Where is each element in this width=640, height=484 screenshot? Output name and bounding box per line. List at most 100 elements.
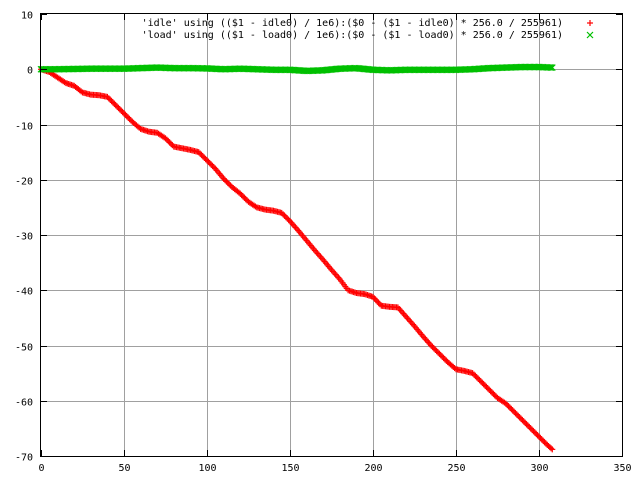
data-point (487, 388, 494, 395)
data-point (239, 193, 246, 200)
axis-ticks (41, 14, 623, 457)
data-point (109, 99, 116, 106)
data-point (476, 377, 483, 384)
data-point (226, 181, 233, 188)
data-point (116, 106, 123, 113)
data-point (509, 407, 516, 414)
x-tick-label: 300 (530, 463, 548, 474)
data-point (241, 194, 248, 201)
data-point (515, 412, 522, 419)
y-tick-label: -50 (15, 343, 33, 354)
data-point (502, 400, 509, 407)
x-tick-label: 150 (281, 463, 299, 474)
data-point (436, 350, 443, 357)
data-point (280, 211, 287, 218)
data-point (223, 178, 230, 185)
data-point (491, 392, 498, 399)
data-point (104, 93, 111, 100)
data-point (224, 179, 231, 186)
data-point (537, 435, 544, 442)
x-tick-label: 50 (118, 463, 130, 474)
data-point (520, 418, 527, 425)
y-tick-label: -40 (15, 287, 33, 298)
data-point (482, 382, 489, 389)
data-point (534, 432, 541, 439)
data-point (237, 190, 244, 197)
data-point (285, 216, 292, 223)
tick-labels: 0 50 100 150 200 250 300 350100-10-20-30-40-50-… (15, 11, 632, 475)
data-point (122, 111, 129, 118)
data-series (37, 63, 556, 453)
data-point (125, 114, 132, 121)
data-point (483, 383, 490, 390)
data-point (512, 410, 519, 417)
data-point (475, 375, 482, 382)
data-point (508, 406, 515, 413)
data-point (202, 156, 209, 163)
data-point (506, 404, 513, 411)
data-point (281, 212, 288, 219)
data-point (430, 345, 437, 352)
y-tick-label: -70 (15, 453, 33, 464)
data-point (441, 356, 448, 363)
data-point (523, 421, 530, 428)
data-point (490, 390, 497, 397)
data-point (61, 79, 68, 86)
x-tick-label: 100 (198, 463, 216, 474)
marker-stroke (548, 64, 556, 72)
data-point (549, 446, 556, 453)
data-point (199, 153, 206, 160)
data-point (541, 439, 548, 446)
data-point (530, 428, 537, 435)
data-point (477, 378, 484, 385)
data-point (470, 371, 477, 378)
y-tick-label: -10 (15, 122, 33, 133)
data-point (114, 103, 121, 110)
legend-marker (587, 20, 593, 26)
data-point (513, 411, 520, 418)
data-point (123, 113, 130, 120)
data-point (162, 135, 169, 142)
data-point (166, 139, 173, 146)
data-point (105, 95, 112, 102)
data-point (504, 401, 511, 408)
data-point (238, 191, 245, 198)
data-point (439, 353, 446, 360)
data-point (469, 370, 476, 377)
data-point (370, 293, 376, 300)
data-point (284, 215, 291, 222)
data-point (206, 160, 213, 167)
x-tick-label: 0 (38, 463, 44, 474)
data-point (252, 203, 259, 210)
data-point (433, 348, 440, 355)
data-point (527, 425, 534, 432)
legend: 'idle' using (($1 - idle0) / 1e6):($0 - … (142, 18, 594, 41)
marker-stroke (547, 64, 555, 71)
data-point (111, 100, 118, 107)
data-point (488, 389, 495, 396)
data-point (531, 429, 538, 436)
data-point (198, 151, 205, 158)
marker-stroke (586, 31, 594, 39)
data-point (221, 177, 228, 184)
data-point (548, 64, 556, 72)
data-point (536, 433, 542, 440)
data-point (473, 374, 480, 381)
data-point (432, 346, 439, 353)
data-point (546, 64, 554, 71)
plot-frame (40, 13, 623, 457)
x-tick-label: 250 (447, 463, 465, 474)
data-point (205, 158, 212, 165)
y-tick-label: 10 (21, 11, 33, 22)
data-point (484, 385, 491, 392)
data-point (486, 386, 493, 393)
y-tick-label: -30 (15, 232, 33, 243)
data-point (511, 408, 518, 415)
data-point (548, 445, 555, 452)
data-point (197, 150, 204, 157)
data-point (524, 422, 531, 429)
data-point (435, 349, 442, 356)
series-idle (38, 66, 556, 453)
x-tick-label: 200 (364, 463, 382, 474)
data-point (204, 157, 210, 164)
